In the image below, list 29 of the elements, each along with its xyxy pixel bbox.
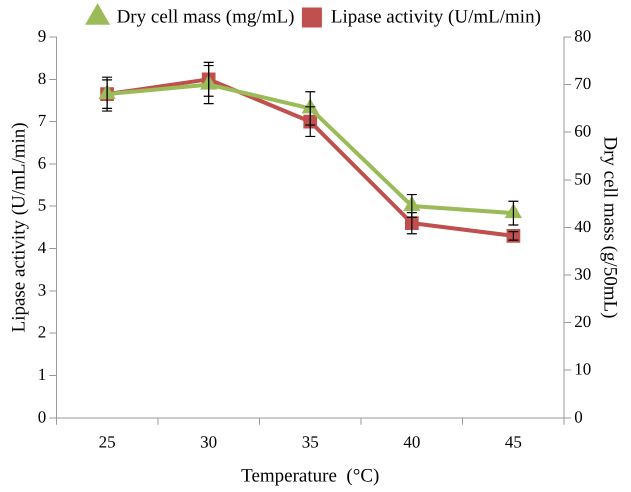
legend-label: Dry cell mass (mg/mL) xyxy=(116,6,294,28)
y-tick-label: 9 xyxy=(38,26,46,46)
x-tick-label: 30 xyxy=(200,432,218,452)
y2-tick-label: 0 xyxy=(574,407,583,426)
x-tick-label: 45 xyxy=(504,432,522,452)
y-tick-label: 4 xyxy=(38,238,47,258)
y-tick-label: 0 xyxy=(38,407,46,426)
y-tick-label: 8 xyxy=(38,68,46,88)
y-tick-label: 3 xyxy=(38,280,46,300)
x-axis-title: Temperature (°C) xyxy=(241,466,380,487)
y2-tick-label: 40 xyxy=(574,216,592,236)
y2-tick-label: 80 xyxy=(574,26,592,46)
y-tick-label: 5 xyxy=(38,196,46,215)
y2-axis-title: Dry cell mass (g/50mL) xyxy=(600,136,621,318)
x-tick-label: 40 xyxy=(403,432,420,452)
y2-tick-label: 70 xyxy=(574,74,592,94)
y-tick-label: 7 xyxy=(38,111,47,130)
y-tick-label: 6 xyxy=(38,153,46,172)
y2-tick-label: 10 xyxy=(574,360,592,379)
x-tick-label: 35 xyxy=(302,432,319,452)
y-tick-label: 2 xyxy=(38,322,46,342)
y-axis-title: Lipase activity (U/mL/min) xyxy=(8,122,30,332)
y2-tick-label: 50 xyxy=(574,169,592,188)
y2-tick-label: 20 xyxy=(574,312,592,332)
legend-label: Lipase activity (U/mL/min) xyxy=(330,6,541,28)
y2-tick-label: 60 xyxy=(574,122,592,141)
y2-tick-label: 30 xyxy=(574,264,592,284)
y-tick-label: 1 xyxy=(38,364,46,384)
x-tick-label: 25 xyxy=(98,432,116,452)
